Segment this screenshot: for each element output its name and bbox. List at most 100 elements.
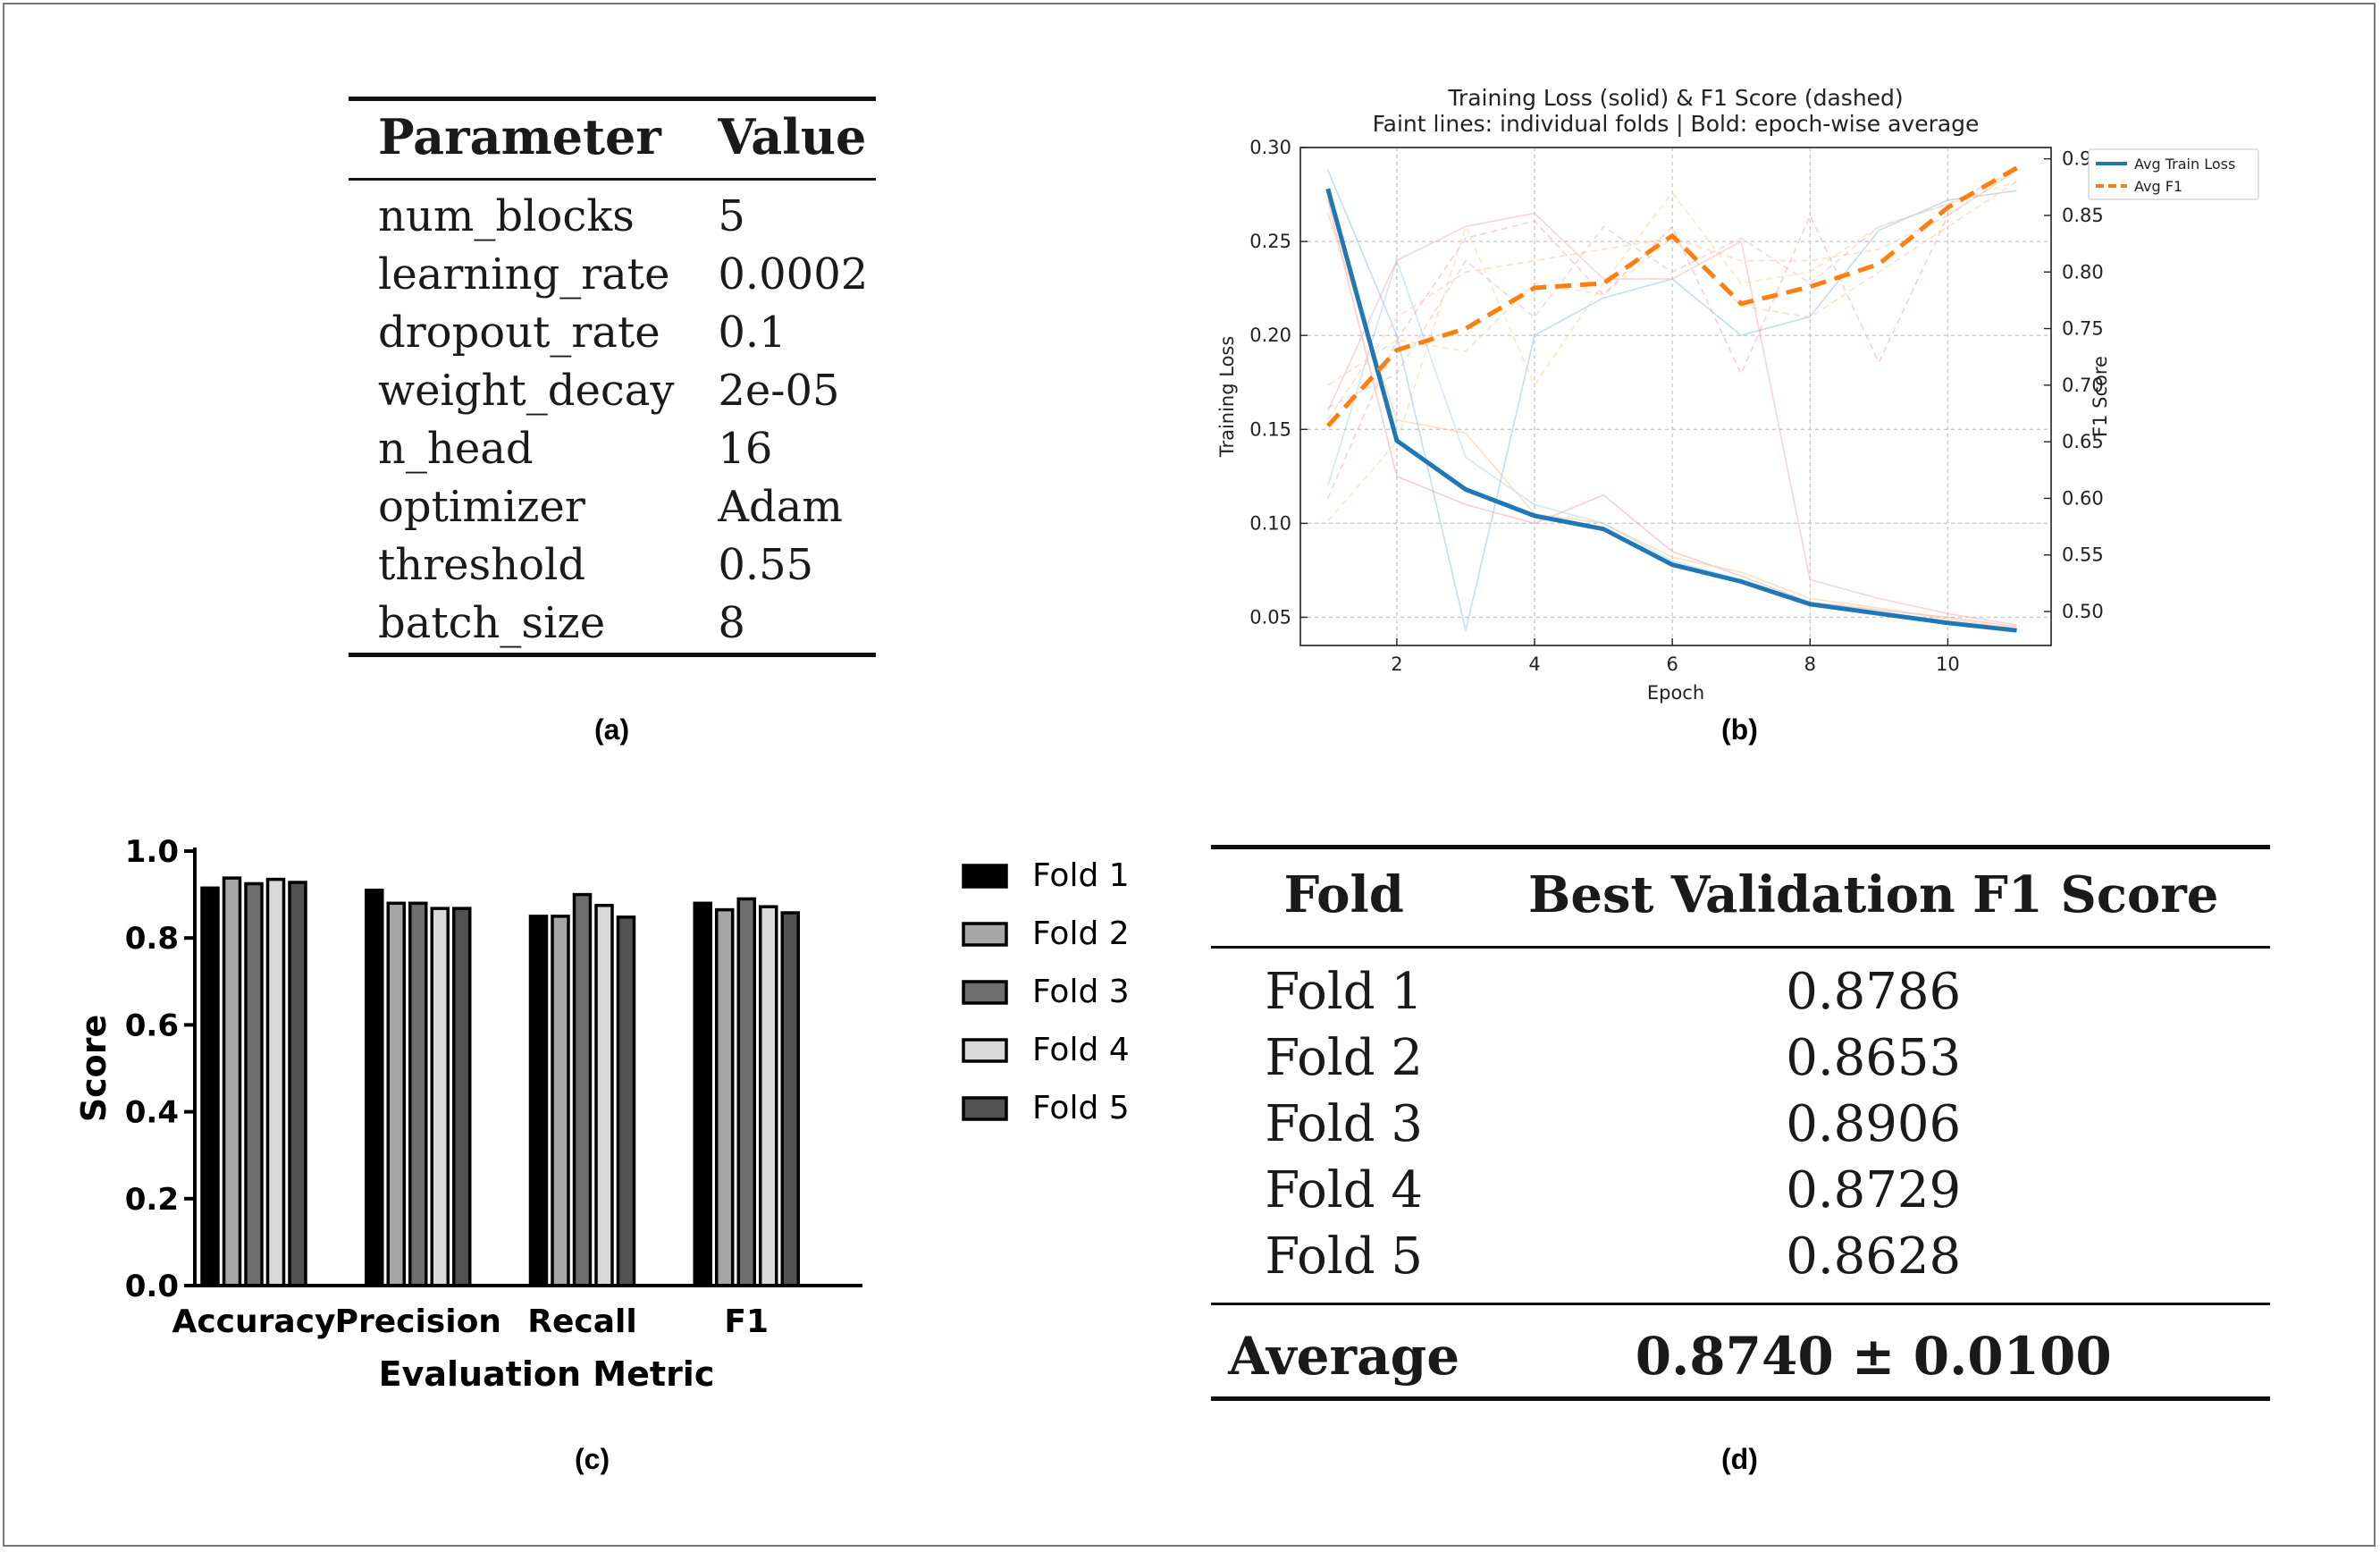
- legend-box: [2088, 148, 2259, 200]
- chart-subtitle: Faint lines: individual folds | Bold: ep…: [1373, 111, 1980, 137]
- fold-f1-value: 0.8653: [1786, 1029, 1962, 1087]
- y-left-tick-label: 0.25: [1249, 231, 1291, 252]
- legend-label: Fold 2: [1032, 915, 1130, 952]
- parameter-row: threshold 0.55: [349, 536, 876, 595]
- y-right-tick-label: 0.60: [2062, 487, 2104, 509]
- y-tick-label: 0.2: [125, 1182, 179, 1218]
- y-right-tick-label: 0.80: [2062, 261, 2104, 283]
- legend-label-loss: Avg Train Loss: [2134, 156, 2235, 173]
- parameter-name: threshold: [378, 540, 586, 590]
- bar-fold-5: [452, 907, 472, 1287]
- fold-name: Fold 3: [1265, 1095, 1424, 1153]
- x-axis-label: Epoch: [1647, 682, 1704, 704]
- legend-swatch: [962, 864, 1008, 889]
- legend-label: Fold 4: [1032, 1032, 1130, 1068]
- fold-f1-line: [1327, 169, 2017, 499]
- parameter-row: weight_decay 2e-05: [349, 362, 876, 420]
- y-right-axis-label: F1 Score: [2090, 356, 2111, 437]
- loss-f1-line-chart: Training Loss (solid) & F1 Score (dashed…: [1216, 85, 2259, 704]
- parameter-value: 8: [718, 598, 745, 648]
- parameter-header: Parameter: [378, 108, 661, 165]
- parameter-value: 16: [718, 424, 773, 474]
- parameter-row: num_blocks 5: [349, 179, 876, 247]
- y-right-tick-label: 0.65: [2062, 431, 2104, 452]
- fold-f1-value: 0.8906: [1786, 1095, 1962, 1153]
- bar-fold-3: [408, 901, 428, 1287]
- bar-fold-2: [386, 901, 406, 1287]
- legend-label: Fold 1: [1032, 857, 1130, 894]
- figure-frame: [3, 3, 2376, 1547]
- parameter-value: 0.55: [718, 540, 814, 590]
- bar-fold-3: [244, 881, 264, 1287]
- parameter-value: 0.0002: [718, 249, 869, 299]
- parameter-row: learning_rate 0.0002: [349, 246, 876, 304]
- caption-b: (b): [1721, 713, 1758, 746]
- y-left-tick-label: 0.15: [1249, 418, 1291, 440]
- bar-legend: Fold 1 Fold 2 Fold 3 Fold 4 Fold 5: [962, 857, 1130, 1126]
- fold-f1-value: 0.8628: [1786, 1227, 1962, 1286]
- fold-name: Fold 4: [1265, 1161, 1424, 1219]
- legend-label: Fold 3: [1032, 974, 1130, 1010]
- parameter-value: 5: [718, 191, 745, 241]
- bar-fold-4: [594, 904, 614, 1287]
- fold-name: Fold 1: [1265, 963, 1424, 1021]
- fold-f1-line: [1327, 169, 2017, 409]
- bar-fold-4: [759, 905, 778, 1287]
- parameter-name: weight_decay: [378, 366, 675, 416]
- value-header: Value: [718, 108, 867, 165]
- fold-f1-value: 0.8786: [1786, 963, 1962, 1021]
- y-left-tick-label: 0.20: [1249, 325, 1291, 346]
- fold-name: Fold 5: [1265, 1227, 1424, 1286]
- x-tick-label: 4: [1528, 654, 1540, 675]
- legend-label-f1: Avg F1: [2134, 178, 2182, 195]
- bar-fold-4: [430, 907, 450, 1287]
- parameter-row: batch_size 8: [349, 595, 876, 655]
- y-left-tick-label: 0.30: [1249, 137, 1291, 158]
- fold-score-table: Fold Best Validation F1 Score Fold 1 0.87…: [1211, 845, 2270, 1401]
- bar-fold-1: [200, 886, 220, 1287]
- y-tick-label: 0.0: [125, 1269, 179, 1304]
- legend-swatch: [962, 1038, 1008, 1063]
- parameter-row: optimizer Adam: [349, 478, 876, 536]
- parameter-row: n_head 16: [349, 420, 876, 478]
- bar-fold-4: [265, 877, 286, 1287]
- bar-fold-2: [715, 907, 735, 1287]
- fold-row: Fold 2 0.8653: [1211, 1025, 2270, 1092]
- bar-fold-3: [736, 897, 756, 1287]
- chart-legend: Avg Train Loss Avg F1: [2088, 148, 2259, 200]
- x-tick-label: Precision: [335, 1303, 501, 1340]
- bar-fold-1: [528, 915, 549, 1287]
- y-tick-label: 0.6: [125, 1008, 179, 1043]
- fold-row: Fold 1 0.8786: [1211, 948, 2270, 1026]
- x-tick-label: 6: [1666, 654, 1678, 675]
- bar-fold-2: [551, 915, 570, 1287]
- bar-fold-1: [365, 888, 384, 1287]
- fold-score-table-panel: Fold Best Validation F1 Score Fold 1 0.87…: [1211, 845, 2270, 1401]
- parameter-value: 2e-05: [718, 366, 840, 416]
- parameter-name: batch_size: [378, 598, 606, 648]
- parameter-value: 0.1: [718, 308, 786, 358]
- avg-f1-line: [1325, 165, 2018, 428]
- bar-fold-5: [616, 915, 636, 1287]
- y-left-axis-label: Training Loss: [1216, 336, 1238, 459]
- bar-fold-1: [693, 901, 712, 1287]
- bar-fold-5: [780, 911, 800, 1287]
- caption-d: (d): [1721, 1443, 1758, 1475]
- legend-label: Fold 5: [1032, 1090, 1130, 1126]
- parameter-row: dropout_rate 0.1: [349, 304, 876, 362]
- y-right-tick-label: 0.50: [2062, 601, 2104, 622]
- y-left-tick-label: 0.10: [1249, 512, 1291, 534]
- y-right-tick-label: 0.55: [2062, 544, 2104, 566]
- x-tick-label: 10: [1936, 654, 1960, 675]
- parameter-name: n_head: [378, 424, 534, 474]
- parameter-table-panel: Parameter Value num_blocks 5 learning_rate…: [349, 97, 876, 678]
- caption-c: (c): [575, 1443, 610, 1475]
- legend-swatch: [962, 980, 1008, 1005]
- fold-loss-line: [1327, 213, 2017, 629]
- fold-header: Fold: [1283, 865, 1404, 924]
- parameter-name: dropout_rate: [378, 308, 660, 358]
- y-tick-label: 1.0: [125, 834, 179, 870]
- x-axis-label: Evaluation Metric: [379, 1354, 715, 1394]
- table-bottom-rule: [349, 654, 876, 659]
- chart-title: Training Loss (solid) & F1 Score (dashed…: [1447, 85, 1903, 111]
